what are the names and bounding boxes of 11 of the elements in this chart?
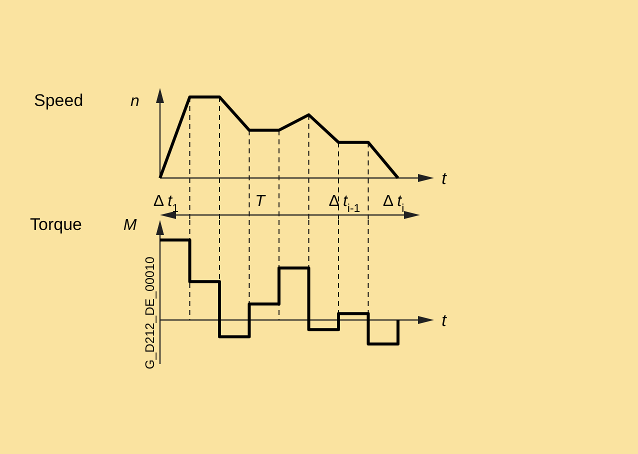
text: Δ t$_{i-1}$ — [328, 193, 360, 215]
text: Δ t$_{1}$ — [153, 193, 179, 215]
text: Δ t$_{i}$ — [382, 193, 404, 215]
chart-title: Speed — [34, 91, 84, 110]
text: G_D212_DE_00010 — [143, 256, 158, 370]
text: T — [255, 193, 266, 210]
y-axis-title: n — [130, 93, 140, 110]
y-axis-title: M — [123, 217, 138, 234]
chart-title: Torque — [30, 215, 82, 234]
x-axis-title: t — [442, 311, 448, 330]
x-axis-title: t — [442, 169, 448, 188]
